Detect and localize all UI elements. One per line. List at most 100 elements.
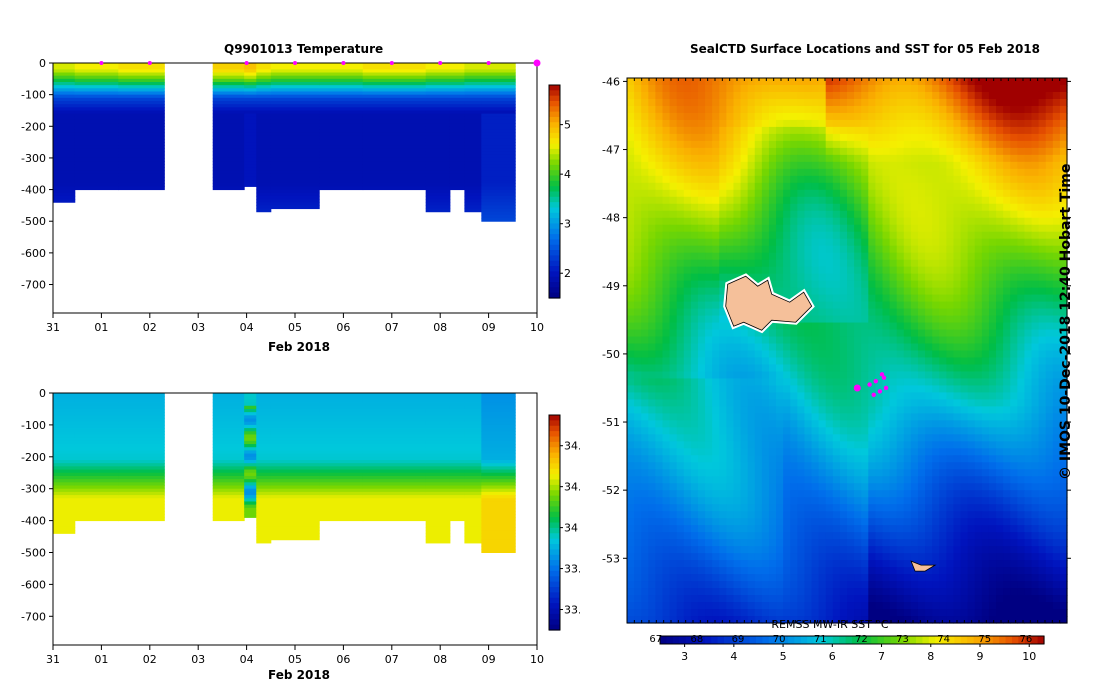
seal-position bbox=[879, 372, 885, 377]
temp-y-tick-label: -200 bbox=[21, 120, 46, 133]
sal-x-tick-label: 05 bbox=[288, 653, 302, 666]
temp-x-tick-label: 31 bbox=[46, 321, 60, 334]
sal-x-tick-label: 31 bbox=[46, 653, 60, 666]
temp-profile-9 bbox=[425, 63, 451, 213]
sal-profile-12 bbox=[481, 393, 516, 553]
temp-profile-1 bbox=[74, 63, 119, 191]
temp-x-tick-label: 03 bbox=[191, 321, 205, 334]
sst-map-title: SealCTD Surface Locations and SST for 05… bbox=[690, 42, 1041, 56]
temp-y-tick-label: -600 bbox=[21, 247, 46, 260]
profile-marker bbox=[389, 61, 394, 65]
temp-profile-4 bbox=[244, 63, 257, 187]
profile-marker bbox=[293, 61, 297, 65]
sal-x-tick-label: 01 bbox=[94, 653, 108, 666]
map-lon-label: 67 bbox=[649, 634, 662, 645]
temp-colorbar-tick-label: 3 bbox=[564, 218, 571, 231]
profile-marker bbox=[533, 59, 541, 67]
sal-colorbar: 33.6 33.8 34 34.2 34.4 bbox=[548, 414, 580, 631]
sal-x-tick-label: 03 bbox=[191, 653, 205, 666]
profile-marker bbox=[244, 61, 249, 65]
sal-x-tick-label: 07 bbox=[385, 653, 399, 666]
sal-y-tick-label: 0 bbox=[39, 387, 46, 400]
sal-colorbar-tick-label: 34.2 bbox=[564, 481, 580, 494]
map-lon-label: 74 bbox=[937, 634, 950, 645]
sal-y-tick-label: -400 bbox=[21, 515, 46, 528]
temp-x-tick-label: 07 bbox=[385, 321, 399, 334]
sal-profile-9 bbox=[425, 393, 451, 544]
profile-marker bbox=[147, 61, 152, 65]
sal-profile-11 bbox=[464, 393, 482, 544]
sal-colorbar-tick-label: 33.6 bbox=[564, 604, 580, 617]
temp-profile-0 bbox=[53, 63, 76, 203]
sst-colorbar-tick-label: 6 bbox=[829, 650, 836, 663]
heard-island bbox=[910, 560, 937, 572]
imos-credit-text: © IMOS 10-Dec-2018 12:40 Hobart Time bbox=[1058, 163, 1074, 480]
sst-colorbar-tick-label: 8 bbox=[927, 650, 934, 663]
temp-x-tick-label: 08 bbox=[433, 321, 447, 334]
sal-x-tick-label: 06 bbox=[336, 653, 350, 666]
temp-y-tick-label: -400 bbox=[21, 184, 46, 197]
salinity-x-axis-label: Feb 2018 bbox=[268, 668, 331, 682]
sal-colorbar-tick-label: 34 bbox=[564, 522, 578, 535]
sst-colorbar-tick-label: 7 bbox=[878, 650, 885, 663]
map-lon-label: 76 bbox=[1020, 634, 1033, 645]
sal-profile-2 bbox=[118, 393, 165, 522]
temp-colorbar-tick-label: 4 bbox=[564, 168, 571, 181]
temp-x-tick-label: 10 bbox=[530, 321, 544, 334]
map-lat-label: -47 bbox=[602, 144, 620, 157]
sal-y-tick-label: -200 bbox=[21, 451, 46, 464]
seal-position bbox=[853, 384, 861, 392]
profile-marker bbox=[341, 61, 346, 65]
temp-profile-12 bbox=[481, 63, 516, 222]
sst-field bbox=[627, 78, 1068, 624]
map-lat-label: -49 bbox=[602, 280, 620, 293]
temp-x-tick-label: 06 bbox=[336, 321, 350, 334]
map-lat-label: -46 bbox=[602, 75, 620, 88]
map-lat-label: -48 bbox=[602, 212, 620, 225]
temp-profile-11 bbox=[464, 63, 482, 213]
temp-y-tick-label: -100 bbox=[21, 89, 46, 102]
temp-y-tick-label: -500 bbox=[21, 215, 46, 228]
sal-x-tick-label: 09 bbox=[482, 653, 496, 666]
sal-y-tick-label: -500 bbox=[21, 546, 46, 559]
sst-colorbar-title: REMSS MW-IR SST °C bbox=[771, 618, 889, 631]
temp-profile-6 bbox=[270, 63, 320, 210]
sal-profile-0 bbox=[53, 393, 76, 534]
temp-profile-7 bbox=[319, 63, 364, 191]
sst-colorbar-tick-label: 3 bbox=[681, 650, 688, 663]
map-lon-label: 73 bbox=[896, 634, 909, 645]
salinity-section-chart: 0 -100 -200 -300 -400 -500 -600 -700 31 01 02 03 04 0… bbox=[21, 387, 580, 666]
sal-x-tick-label: 08 bbox=[433, 653, 447, 666]
sal-profile-1 bbox=[74, 393, 119, 522]
temp-x-tick-label: 09 bbox=[482, 321, 496, 334]
profile-marker bbox=[438, 61, 443, 65]
temp-x-tick-label: 04 bbox=[240, 321, 254, 334]
temp-x-tick-label: 05 bbox=[288, 321, 302, 334]
sal-profile-3 bbox=[212, 393, 245, 522]
temp-profile-10 bbox=[449, 63, 465, 191]
temp-x-tick-label: 02 bbox=[143, 321, 157, 334]
sal-profile-4 bbox=[244, 393, 257, 518]
temp-colorbar: 2 3 4 5 bbox=[548, 84, 571, 299]
sal-y-tick-label: -300 bbox=[21, 483, 46, 496]
sst-colorbar-tick-label: 5 bbox=[780, 650, 787, 663]
temp-profile-2 bbox=[118, 63, 165, 191]
map-lat-label: -51 bbox=[602, 416, 620, 429]
kerguelen-outline bbox=[725, 275, 813, 331]
temp-y-tick-label: -700 bbox=[21, 279, 46, 292]
sal-y-tick-label: -700 bbox=[21, 610, 46, 623]
sal-profile-7 bbox=[319, 393, 364, 522]
sal-profile-5 bbox=[256, 393, 272, 544]
profile-marker bbox=[486, 61, 491, 65]
map-lon-label: 68 bbox=[691, 634, 704, 645]
temp-y-tick-label: -300 bbox=[21, 152, 46, 165]
temp-x-tick-label: 01 bbox=[94, 321, 108, 334]
sal-colorbar-tick-label: 34.4 bbox=[564, 440, 580, 453]
map-lon-label: 72 bbox=[855, 634, 868, 645]
sst-colorbar-tick-label: 10 bbox=[1022, 650, 1036, 663]
seal-position bbox=[871, 392, 876, 397]
seal-position bbox=[877, 389, 883, 394]
temp-y-tick-label: 0 bbox=[39, 57, 46, 70]
map-lon-label: 71 bbox=[814, 634, 827, 645]
